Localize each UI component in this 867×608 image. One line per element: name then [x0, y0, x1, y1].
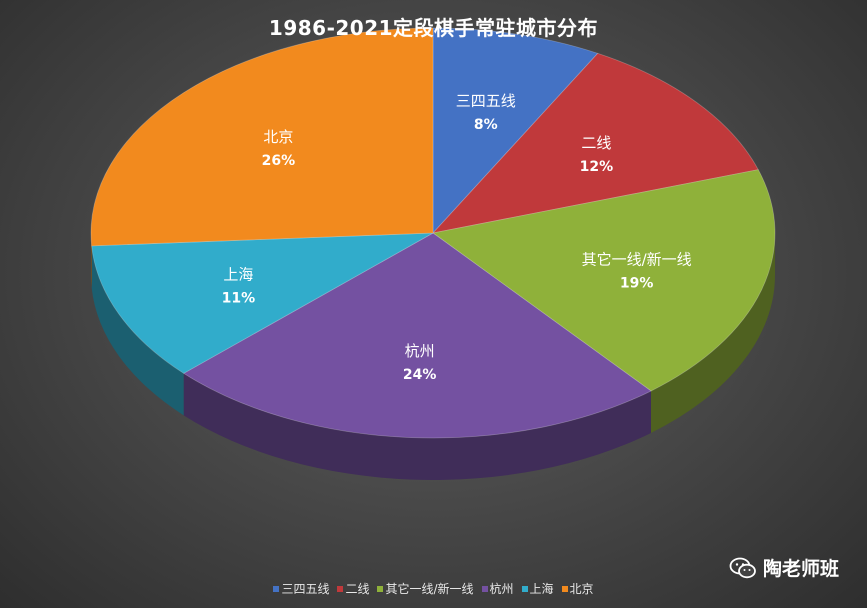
pie-side-2 — [650, 233, 775, 433]
chart-title: 1986-2021定段棋手常驻城市分布 — [268, 16, 599, 40]
legend-item-5: 北京 — [561, 580, 594, 597]
slice-label-3: 杭州 — [405, 342, 435, 360]
slice-value-4: 11% — [222, 290, 256, 306]
slice-value-1: 12% — [580, 159, 614, 175]
pie-side-4 — [91, 245, 184, 416]
pie-side-5 — [91, 233, 92, 288]
pie-slice-5 — [90, 27, 434, 247]
slice-label-2: 其它一线/新一线 — [582, 250, 692, 268]
legend-label-3: 杭州 — [489, 582, 514, 596]
slice-label-0: 三四五线 — [456, 92, 516, 110]
wechat-icon — [729, 557, 756, 578]
legend-label-1: 二线 — [345, 582, 370, 596]
slice-value-5: 26% — [262, 153, 296, 169]
legend-swatch-1 — [337, 585, 344, 592]
pie-slice-2 — [432, 169, 776, 392]
pie-slice-3 — [182, 232, 652, 439]
slice-value-0: 8% — [474, 117, 498, 133]
legend-swatch-5 — [561, 585, 568, 592]
pie-slice-4 — [91, 232, 434, 374]
slice-value-3: 24% — [403, 367, 437, 383]
slice-label-1: 二线 — [581, 134, 611, 152]
legend-swatch-4 — [521, 585, 528, 592]
slice-value-2: 19% — [620, 275, 654, 291]
pie-slice-0 — [432, 27, 599, 235]
watermark: 陶老师班 — [729, 554, 839, 581]
legend-label-0: 三四五线 — [281, 582, 330, 596]
slice-label-5: 北京 — [263, 128, 293, 146]
legend-item-1: 二线 — [337, 580, 369, 597]
legend-label-5: 北京 — [569, 582, 594, 596]
legend-swatch-0 — [273, 585, 280, 592]
legend-swatch-3 — [481, 585, 488, 592]
chart-legend: 三四五线 二线 其它一线/新一线 杭州 上海 北京 — [0, 580, 867, 597]
watermark-text: 陶老师班 — [762, 558, 839, 580]
legend-item-2: 其它一线/新一线 — [377, 580, 474, 597]
legend-item-4: 上海 — [521, 580, 554, 597]
pie-side-3 — [183, 373, 651, 481]
legend-item-3: 杭州 — [481, 580, 514, 597]
slice-label-4: 上海 — [223, 265, 253, 283]
legend-item-0: 三四五线 — [273, 580, 329, 597]
legend-label-2: 其它一线/新一线 — [385, 582, 474, 596]
pie-slice-1 — [431, 52, 759, 234]
legend-swatch-2 — [377, 585, 384, 592]
legend-label-4: 上海 — [529, 582, 554, 596]
